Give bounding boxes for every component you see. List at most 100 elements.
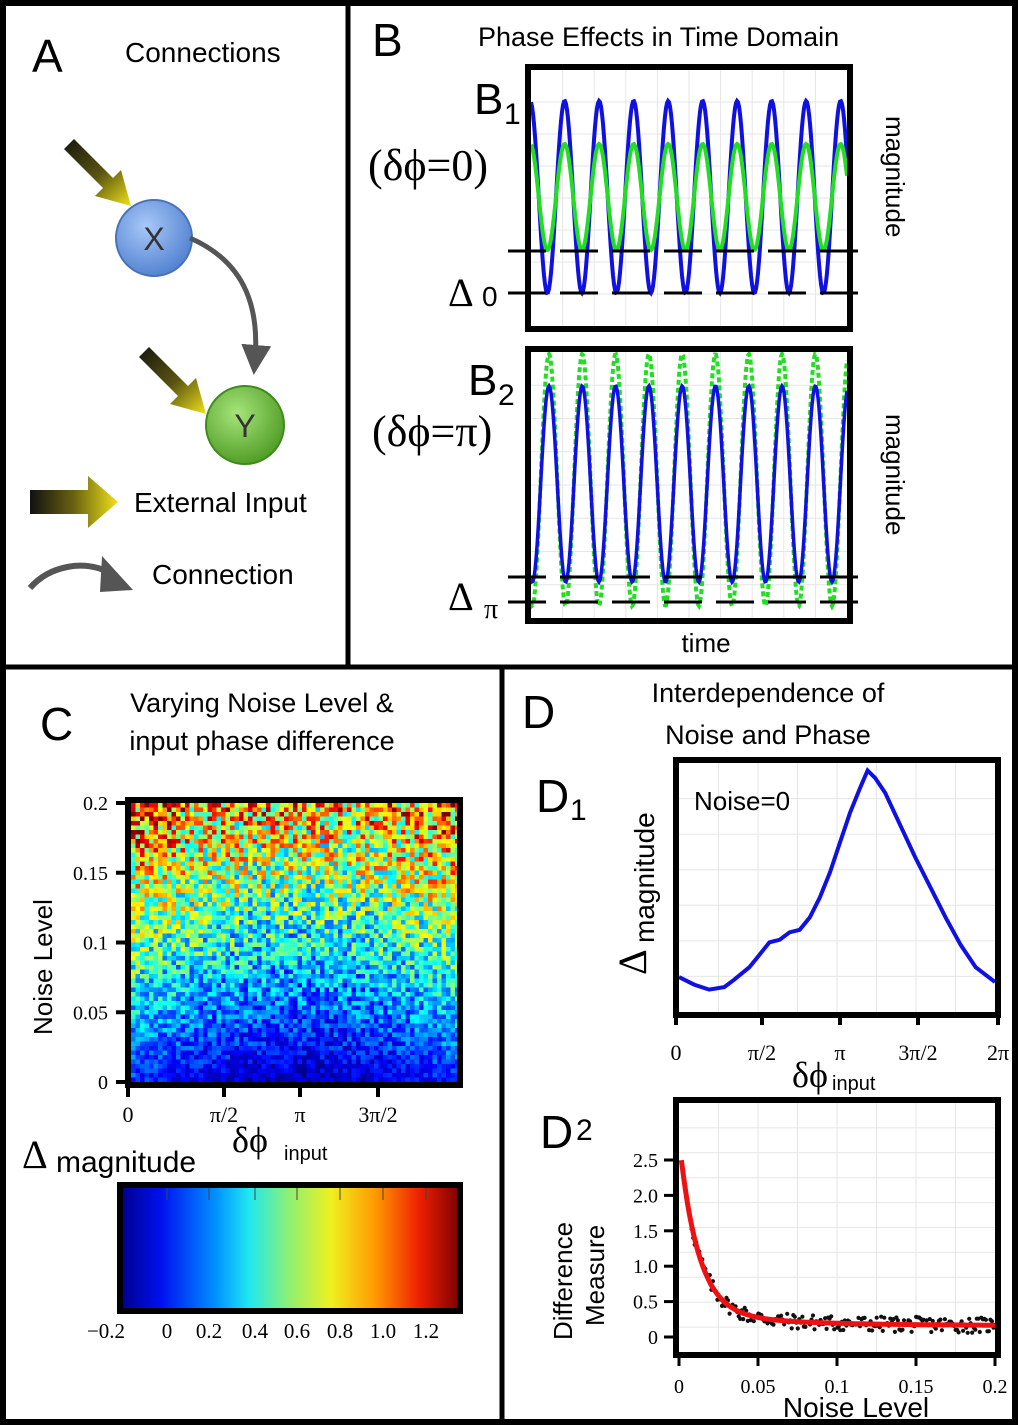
heatmap-cell — [275, 1028, 280, 1033]
heatmap-cell — [257, 960, 262, 966]
heatmap-cell — [140, 812, 145, 817]
heatmap-cell — [351, 956, 357, 961]
heatmap-cell — [347, 1001, 352, 1006]
heatmap-cell — [414, 960, 420, 966]
heatmap-cell — [320, 861, 325, 867]
heatmap-cell — [338, 1037, 343, 1042]
heatmap-cell — [329, 906, 334, 912]
heatmap-cell — [401, 956, 406, 961]
heatmap-cell — [266, 888, 271, 894]
heatmap-cell — [180, 875, 186, 880]
heatmap-cell — [423, 830, 429, 835]
heatmap-cell — [324, 821, 330, 826]
heatmap-cell — [383, 996, 388, 1002]
heatmap-cell — [437, 888, 442, 894]
heatmap-cell — [446, 951, 451, 957]
heatmap-cell — [162, 834, 168, 840]
heatmap-cell — [203, 830, 208, 835]
heatmap-cell — [365, 1037, 370, 1042]
heatmap-cell — [338, 825, 343, 831]
heatmap-cell — [360, 1055, 366, 1060]
heatmap-cell — [419, 816, 424, 822]
heatmap-cell — [149, 834, 154, 840]
heatmap-cell — [423, 924, 429, 930]
heatmap-cell — [221, 915, 226, 921]
heatmap-cell — [284, 821, 289, 826]
heatmap-cell — [414, 893, 420, 898]
heatmap-cell — [324, 807, 330, 813]
heatmap-cell — [203, 807, 208, 813]
heatmap-cell — [180, 812, 186, 817]
heatmap-cell — [306, 965, 312, 970]
heatmap-cell — [216, 902, 222, 907]
heatmap-cell — [374, 1073, 379, 1078]
heatmap-cell — [243, 861, 249, 867]
heatmap-cell — [419, 879, 424, 885]
heatmap-cell — [329, 839, 334, 844]
heatmap-cell — [230, 978, 235, 984]
heatmap-cell — [167, 1068, 172, 1074]
heatmap-cell — [374, 870, 379, 876]
heatmap-cell — [423, 920, 429, 925]
heatmap-cell — [374, 1041, 379, 1047]
heatmap-cell — [171, 920, 177, 925]
heatmap-cell — [356, 942, 361, 948]
heatmap-cell — [171, 852, 177, 858]
heatmap-cell — [149, 1019, 154, 1024]
heatmap-cell — [302, 852, 307, 858]
heatmap-cell — [306, 1041, 312, 1047]
heatmap-cell — [189, 1023, 195, 1029]
d2-scatter-point — [785, 1311, 790, 1316]
heatmap-cell — [446, 834, 451, 840]
heatmap-cell — [248, 906, 253, 912]
heatmap-cell — [212, 870, 217, 876]
heatmap-cell — [288, 1001, 294, 1006]
heatmap-cell — [441, 1010, 447, 1015]
heatmap-cell — [266, 1073, 271, 1078]
heatmap-cell — [225, 1055, 231, 1060]
heatmap-cell — [293, 1068, 298, 1074]
heatmap-cell — [324, 839, 330, 844]
heatmap-cell — [401, 848, 406, 853]
heatmap-cell — [243, 902, 249, 907]
heatmap-cell — [158, 1032, 163, 1038]
heatmap-cell — [342, 1019, 348, 1024]
heatmap-cell — [243, 1001, 249, 1006]
heatmap-cell — [356, 1023, 361, 1029]
heatmap-cell — [171, 951, 177, 957]
heatmap-cell — [234, 875, 240, 880]
heatmap-cell — [135, 924, 141, 930]
heatmap-cell — [378, 870, 384, 876]
heatmap-cell — [270, 1023, 276, 1029]
heatmap-cell — [203, 843, 208, 849]
heatmap-cell — [405, 861, 411, 867]
heatmap-cell — [185, 879, 190, 885]
heatmap-cell — [239, 848, 244, 853]
heatmap-cell — [369, 929, 375, 934]
heatmap-cell — [333, 1055, 339, 1060]
heatmap-cell — [252, 875, 258, 880]
heatmap-cell — [419, 884, 424, 889]
heatmap-cell — [324, 929, 330, 934]
heatmap-cell — [356, 974, 361, 979]
heatmap-cell — [428, 933, 433, 939]
heatmap-cell — [185, 812, 190, 817]
heatmap-xlabel-sub: input — [284, 1143, 328, 1165]
heatmap-cell — [162, 830, 168, 835]
heatmap-cell — [293, 1001, 298, 1006]
heatmap-cell — [378, 1028, 384, 1033]
heatmap-cell — [203, 920, 208, 925]
heatmap-cell — [383, 839, 388, 844]
heatmap-cell — [306, 983, 312, 988]
heatmap-cell — [144, 1055, 150, 1060]
heatmap-cell — [221, 1041, 226, 1047]
heatmap-cell — [270, 857, 276, 862]
heatmap-cell — [270, 1046, 276, 1051]
heatmap-cell — [207, 1032, 213, 1038]
heatmap-cell — [171, 1014, 177, 1020]
heatmap-cell — [261, 1050, 267, 1056]
heatmap-cell — [351, 843, 357, 849]
heatmap-cell — [347, 1019, 352, 1024]
heatmap-cell — [414, 897, 420, 903]
heatmap-cell — [212, 920, 217, 925]
